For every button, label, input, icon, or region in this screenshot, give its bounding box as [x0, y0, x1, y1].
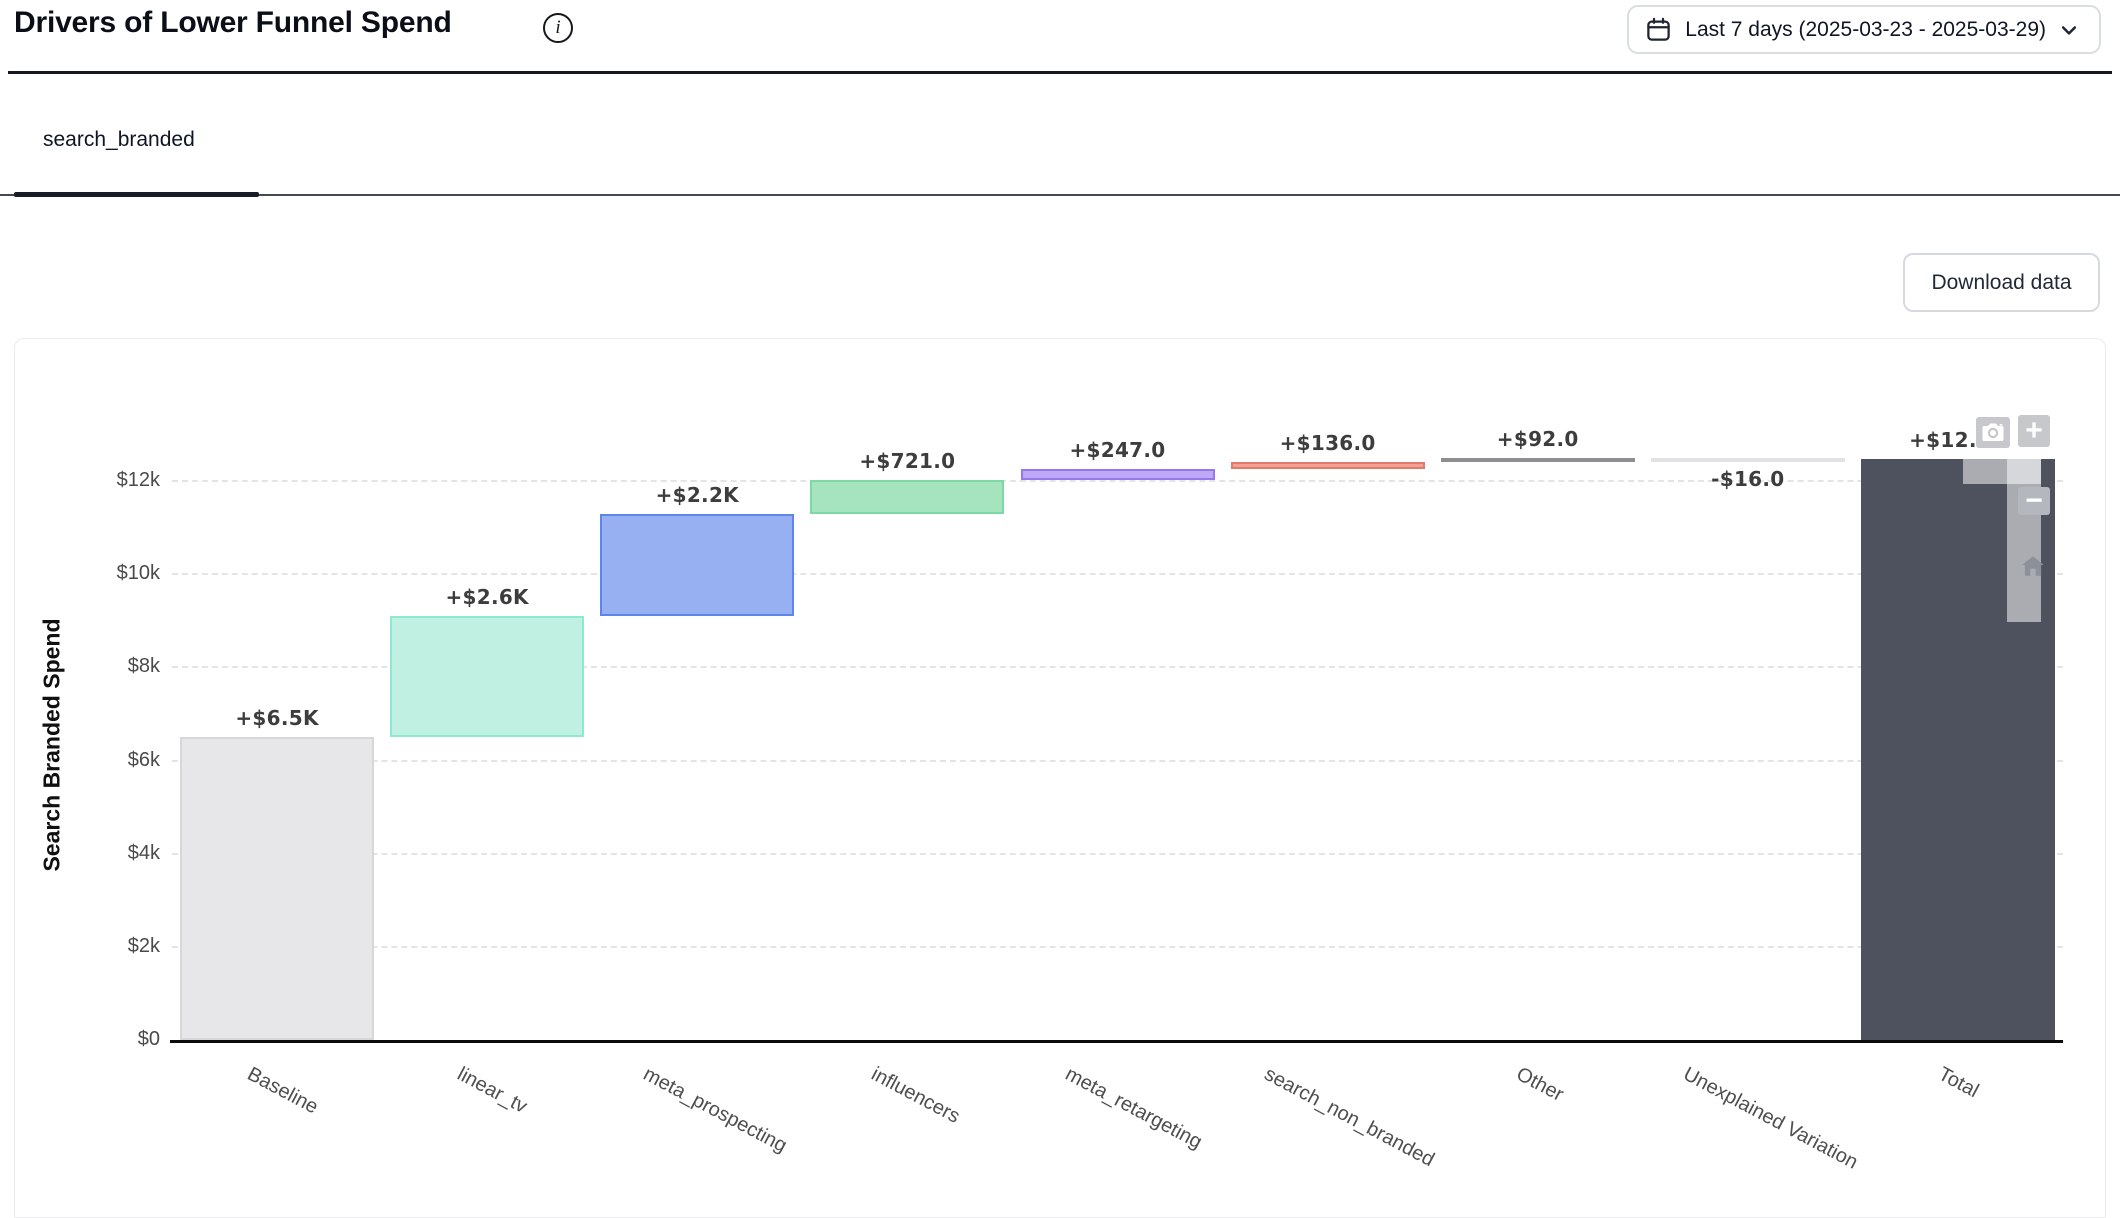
- home-reset-axes-icon[interactable]: [2016, 550, 2050, 582]
- zoom-in-icon[interactable]: +: [2018, 415, 2050, 447]
- info-icon[interactable]: i: [543, 13, 573, 43]
- date-range-label: Last 7 days (2025-03-23 - 2025-03-29): [1685, 17, 2046, 41]
- waterfall-bar-influencers[interactable]: [810, 480, 1005, 514]
- waterfall-bar-meta_prospecting[interactable]: [600, 513, 795, 617]
- tab-search-branded[interactable]: search_branded: [43, 128, 195, 151]
- calendar-icon: [1645, 16, 1672, 43]
- tabs-divider: [0, 194, 2120, 196]
- modebar-backdrop: [2007, 456, 2041, 622]
- page-title: Drivers of Lower Funnel Spend: [14, 6, 452, 39]
- waterfall-bar-Other[interactable]: [1440, 457, 1635, 463]
- date-range-button[interactable]: Last 7 days (2025-03-23 - 2025-03-29): [1627, 5, 2101, 54]
- header-divider: [8, 71, 2112, 74]
- waterfall-bar-meta_retargeting[interactable]: [1020, 468, 1215, 481]
- download-data-button[interactable]: Download data: [1903, 253, 2100, 312]
- zoom-out-icon[interactable]: −: [2018, 486, 2050, 516]
- waterfall-bar-linear_tv[interactable]: [390, 616, 585, 738]
- waterfall-bar-Unexplained Variation[interactable]: [1650, 457, 1845, 462]
- chevron-down-icon: [2059, 20, 2079, 40]
- waterfall-bar-Baseline[interactable]: [180, 737, 375, 1040]
- camera-snapshot-icon[interactable]: [1976, 417, 2010, 448]
- waterfall-bar-search_non_branded[interactable]: [1230, 462, 1425, 469]
- tab-active-underline: [14, 192, 259, 197]
